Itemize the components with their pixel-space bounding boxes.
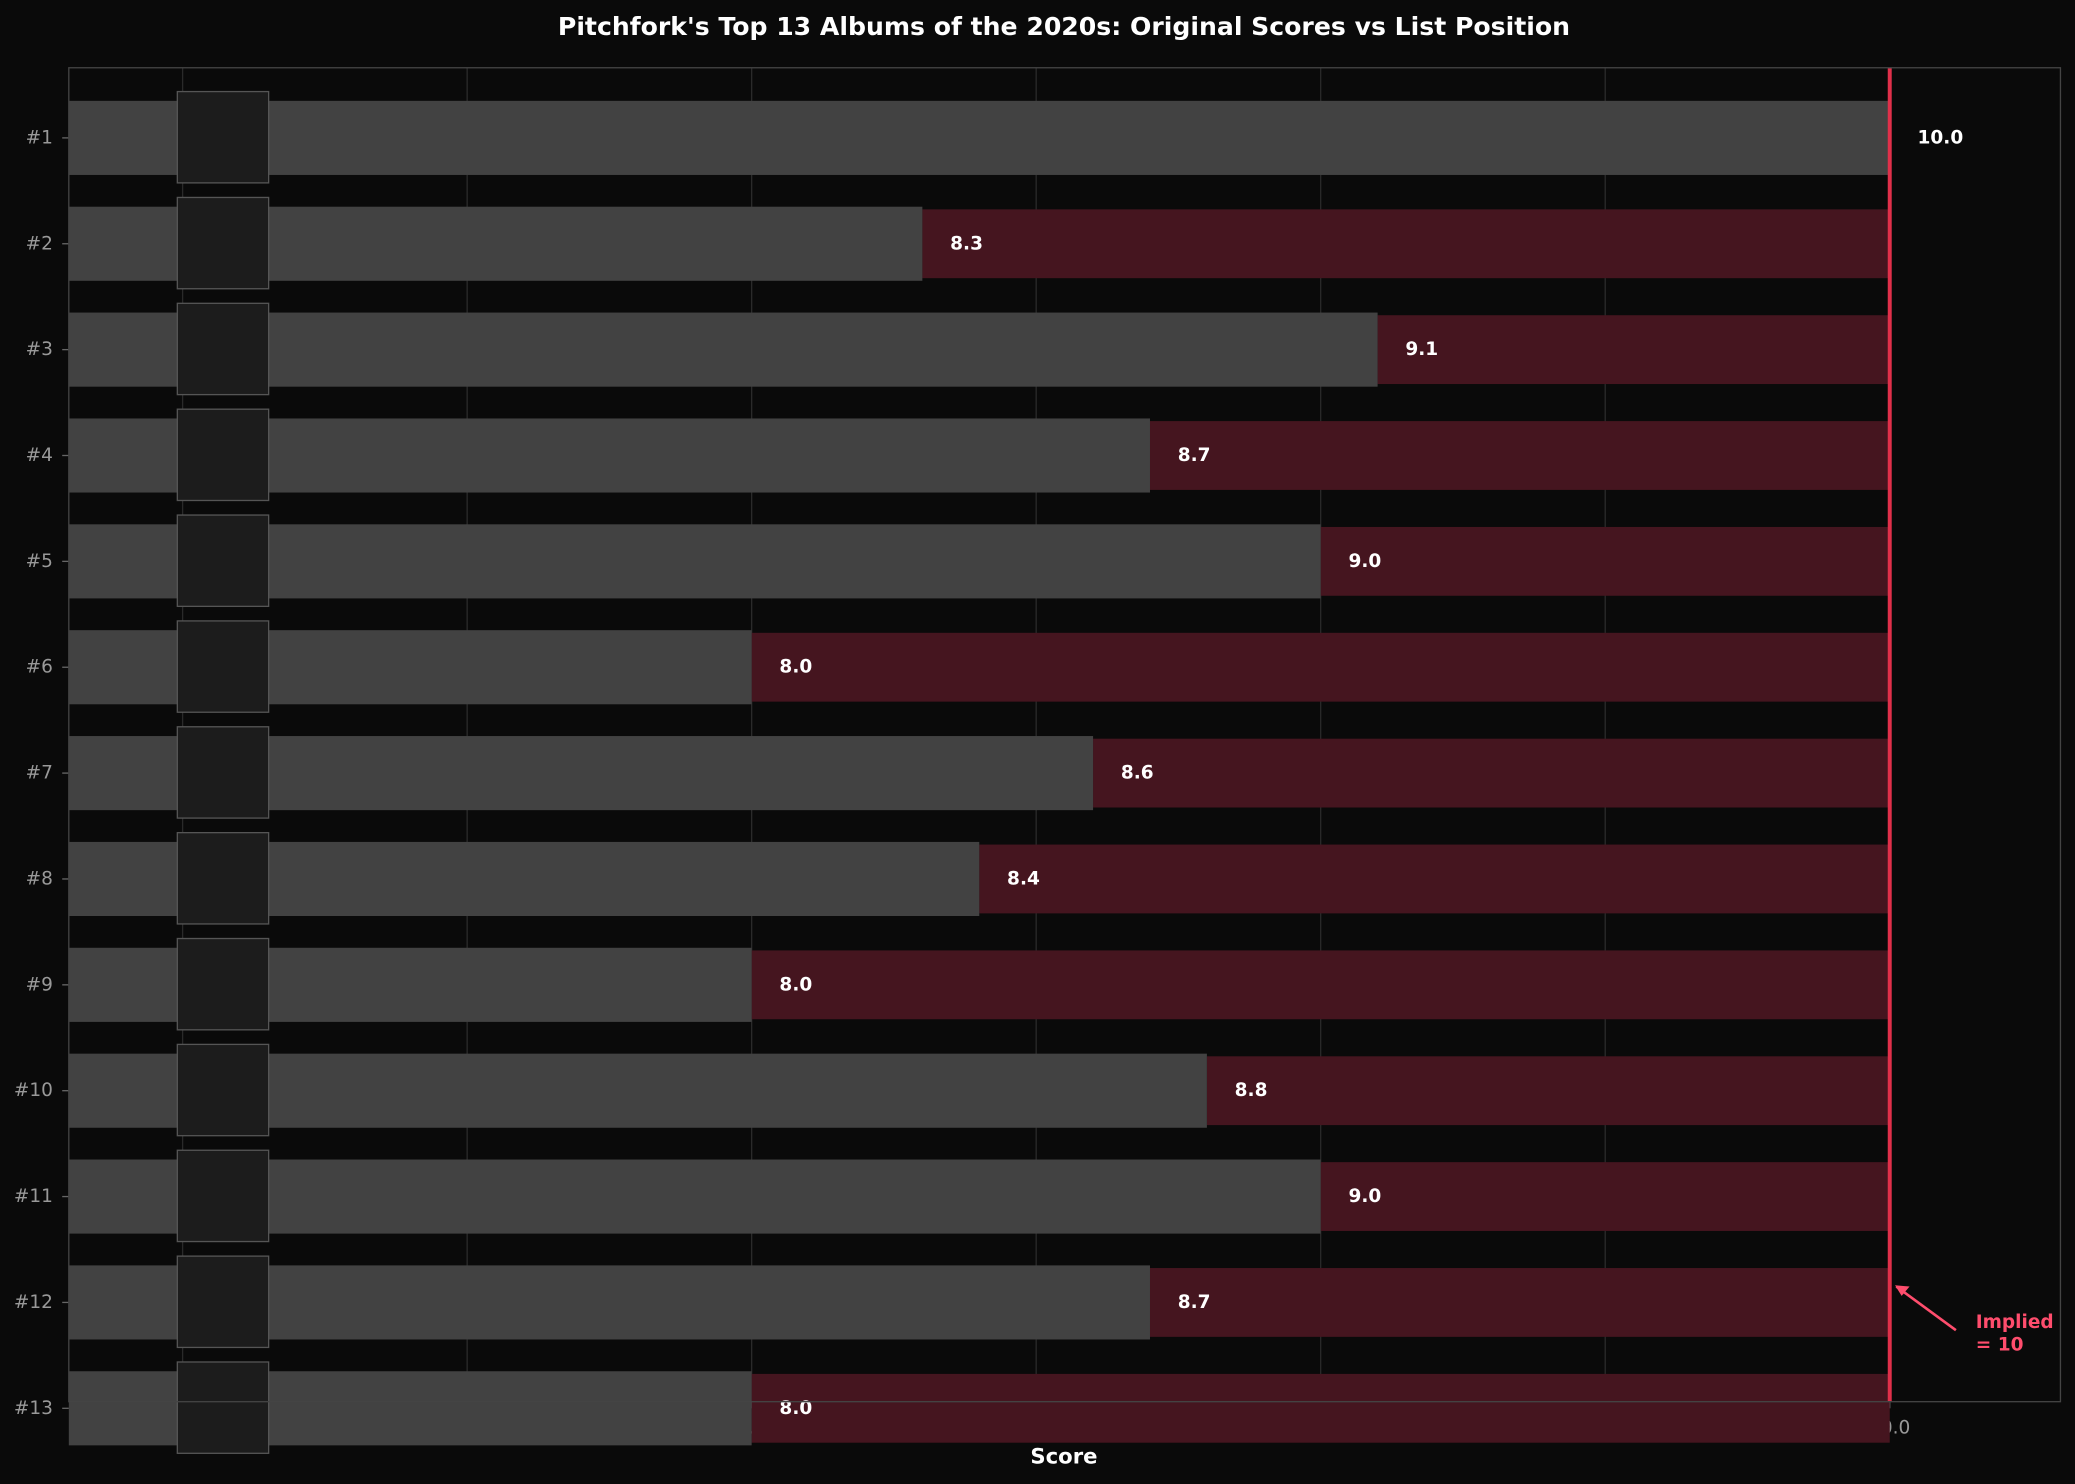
bar: [68, 1159, 1321, 1234]
album-art: [176, 1043, 270, 1137]
plot-frame: [68, 67, 2062, 1403]
value-label: 8.6: [1121, 763, 1154, 784]
y-tick-label: #8: [26, 868, 53, 889]
bar: [68, 100, 1890, 175]
y-tick-label: #3: [26, 339, 53, 360]
y-tick-label: #9: [26, 974, 53, 995]
y-tick-label: #11: [14, 1186, 53, 1207]
chart-title: Pitchfork's Top 13 Albums of the 2020s: …: [558, 12, 1570, 41]
gap-bar: [1320, 1162, 1890, 1231]
value-label: 8.0: [779, 1398, 812, 1419]
gap-bar: [979, 844, 1890, 914]
value-label: 8.3: [950, 233, 983, 254]
gap-bar: [751, 1373, 1890, 1443]
value-label: 8.7: [1178, 1292, 1211, 1313]
bar: [68, 524, 1321, 599]
y-tick-label: #6: [26, 657, 53, 678]
y-tick-label: #13: [14, 1398, 53, 1419]
album-art: [176, 831, 270, 925]
album-art: [176, 514, 270, 608]
value-label: 9.0: [1348, 551, 1381, 572]
album-art: [176, 302, 270, 396]
gap-bar: [1149, 1268, 1890, 1337]
album-art: [176, 726, 270, 819]
bar: [68, 1371, 752, 1446]
y-tick-label: #4: [26, 445, 53, 466]
y-tick-label: #12: [14, 1292, 53, 1313]
album-art: [176, 196, 270, 290]
y-tick-label: #5: [26, 551, 53, 572]
annotation-arrow: [1895, 1285, 1957, 1332]
value-label: 8.4: [1007, 868, 1040, 889]
album-art: [176, 937, 270, 1031]
value-label: 9.1: [1405, 339, 1438, 360]
gap-bar: [1149, 421, 1890, 490]
album-art: [176, 1255, 270, 1349]
value-label: 9.0: [1348, 1186, 1381, 1207]
value-label: 10.0: [1918, 127, 1964, 148]
bar: [68, 947, 752, 1022]
gap-bar: [1093, 738, 1890, 808]
annotation: Implied: [1976, 1312, 2054, 1333]
album-art: [176, 1149, 270, 1243]
bar: [68, 630, 752, 705]
album-art: [176, 1361, 270, 1454]
bar: [68, 312, 1378, 387]
value-label: 8.8: [1235, 1080, 1268, 1101]
gap-bar: [1377, 315, 1890, 385]
y-tick-label: #7: [26, 763, 53, 784]
y-tick-label: #10: [14, 1080, 53, 1101]
value-label: 8.0: [779, 657, 812, 678]
annotation: = 10: [1976, 1334, 2024, 1355]
gap-bar: [922, 209, 1890, 279]
album-art: [176, 408, 270, 502]
gap-bar: [1206, 1056, 1890, 1126]
y-tick-label: #1: [26, 127, 53, 148]
album-art: [176, 90, 270, 184]
album-art: [176, 620, 270, 713]
gap-bar: [1320, 526, 1890, 596]
value-label: 8.7: [1178, 445, 1211, 466]
value-label: 8.0: [779, 974, 812, 995]
gap-bar: [751, 632, 1890, 702]
gap-bar: [751, 950, 1890, 1020]
annotation-arrowhead: [1895, 1285, 1910, 1296]
y-tick-label: #2: [26, 233, 53, 254]
x-axis-label: Score: [1030, 1443, 1097, 1468]
